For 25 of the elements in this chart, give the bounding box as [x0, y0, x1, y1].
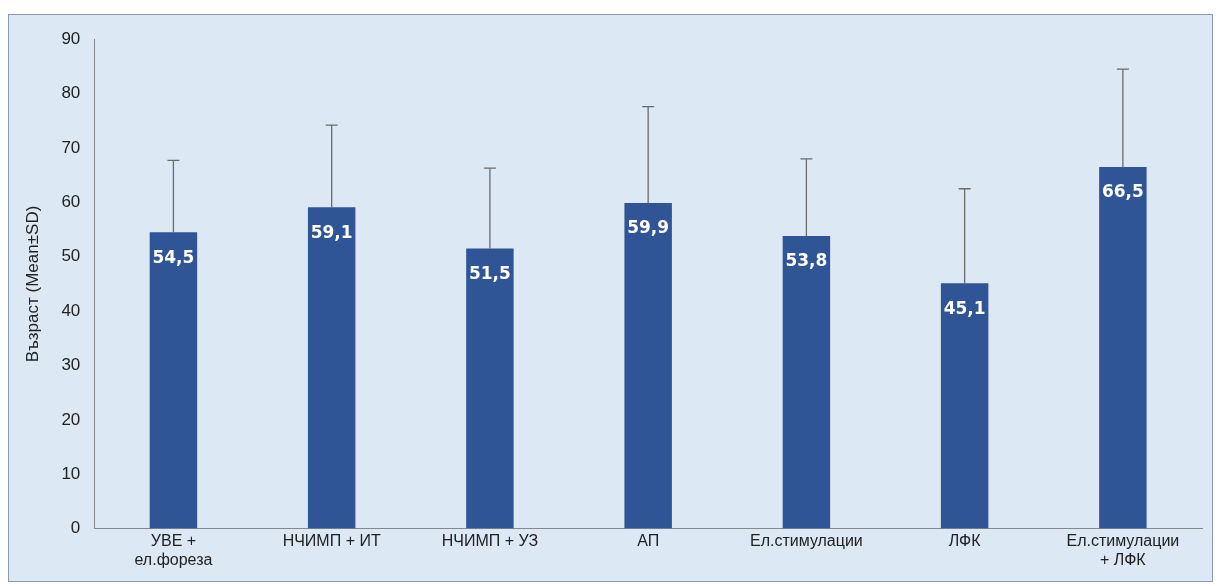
y-tick-label: 0	[70, 518, 81, 538]
x-tick-label: УВЕ + ел.фореза	[134, 531, 213, 568]
x-tick-label: ЛФК	[948, 531, 982, 549]
data-label: 45,1	[943, 297, 986, 318]
data-label: 51,5	[468, 262, 511, 283]
y-axis-title: Възраст (Mean±SD)	[22, 205, 42, 363]
data-label: 53,8	[785, 250, 828, 271]
data-label: 66,5	[1101, 181, 1144, 202]
y-tick-label: 30	[61, 355, 81, 375]
data-label: 59,9	[627, 217, 670, 238]
data-label: 54,5	[152, 246, 195, 267]
x-tick-label: Ел.стимулации + ЛФК	[1066, 531, 1180, 568]
y-tick-label: 50	[61, 246, 81, 266]
x-tick-label: АП	[637, 531, 660, 549]
y-tick-label: 20	[61, 409, 81, 429]
y-tick-label: 80	[61, 83, 81, 103]
x-tick-label: НЧИМП + УЗ	[441, 531, 539, 549]
y-tick-label: 10	[61, 463, 81, 483]
y-tick-label: 60	[61, 192, 81, 212]
data-label: 59,1	[310, 221, 353, 242]
x-tick-label: Ел.стимулации	[749, 531, 863, 549]
y-tick-label: 90	[61, 28, 81, 48]
y-tick-label: 40	[61, 300, 81, 320]
x-tick-label: НЧИМП + ИТ	[282, 531, 381, 549]
y-tick-label: 70	[61, 137, 81, 157]
